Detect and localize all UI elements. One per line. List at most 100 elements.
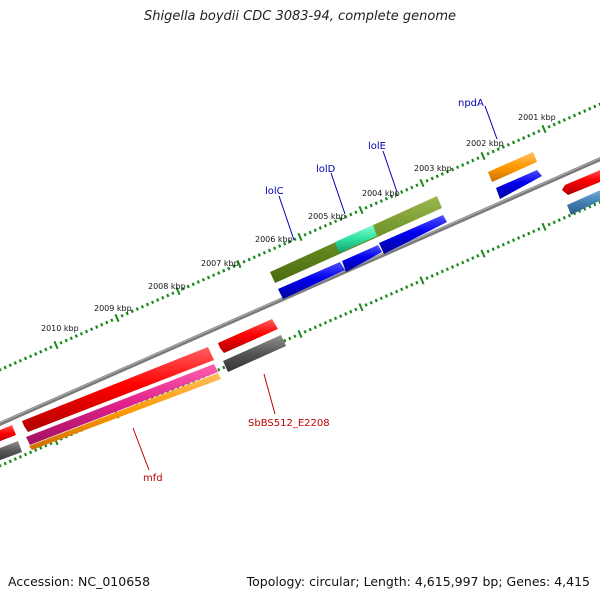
gene-SbBS512_E2208[interactable]: [223, 335, 286, 372]
minor-tick: [537, 129, 541, 134]
minor-tick: [89, 327, 94, 332]
major-tick: [419, 276, 425, 285]
gene-mfd-magenta[interactable]: [26, 364, 218, 445]
minor-tick: [13, 361, 17, 365]
minor-tick: [491, 247, 495, 251]
minor-tick: [593, 202, 597, 207]
minor-tick: [455, 262, 460, 267]
minor-tick: [3, 461, 7, 466]
minor-tick: [410, 283, 414, 287]
minor-tick: [384, 196, 389, 201]
minor-tick: [354, 210, 358, 215]
minor-tick: [308, 327, 312, 332]
minor-tick: [440, 269, 444, 274]
minor-tick: [308, 230, 312, 235]
minor-tick: [425, 178, 429, 183]
minor-tick: [323, 223, 328, 228]
minor-tick: [232, 264, 236, 269]
minor-tick: [552, 220, 556, 225]
minor-tick: [278, 244, 282, 248]
minor-tick: [349, 212, 353, 217]
gene-lolD-aqua[interactable]: [335, 225, 377, 253]
minor-tick: [64, 338, 68, 343]
gene-far-right-red[interactable]: [562, 168, 600, 195]
minor-tick: [405, 187, 409, 192]
gene-label-mfd[interactable]: mfd: [143, 473, 163, 484]
minor-tick: [369, 300, 373, 305]
gene-far-right-steel[interactable]: [567, 188, 600, 215]
minor-tick: [3, 365, 7, 370]
major-tick: [53, 340, 59, 350]
gene-label-SbBS512_E2208[interactable]: SbBS512_E2208: [248, 418, 330, 429]
gene-red-upper-small[interactable]: [218, 319, 278, 353]
tick-label-2009: 2009 kbp: [94, 304, 132, 313]
minor-tick: [34, 448, 38, 452]
minor-tick: [74, 334, 78, 338]
tick-label-2008: 2008 kbp: [148, 282, 186, 291]
gene-npdA-forward[interactable]: [488, 152, 537, 182]
minor-tick: [272, 246, 277, 251]
minor-tick: [28, 450, 33, 455]
minor-tick: [293, 237, 297, 242]
minor-tick: [527, 231, 531, 236]
minor-tick: [8, 363, 12, 368]
minor-tick: [471, 158, 475, 163]
minor-tick: [318, 226, 322, 230]
minor-tick: [8, 459, 12, 464]
accession-text: Accession: NC_010658: [8, 574, 151, 589]
gene-mfd-red[interactable]: [22, 347, 214, 432]
gene-label-lolD[interactable]: lolD: [316, 164, 336, 175]
gene-mfd-orange[interactable]: [29, 373, 221, 450]
genome-title: Shigella boydii CDC 3083-94, complete ge…: [143, 9, 457, 24]
major-tick: [297, 329, 303, 339]
minor-tick: [313, 325, 317, 330]
minor-tick: [501, 145, 505, 149]
minor-tick: [450, 167, 455, 172]
minor-tick: [577, 111, 582, 116]
minor-tick: [79, 331, 84, 336]
gene-lolE-reverse[interactable]: [379, 215, 447, 254]
minor-tick: [354, 307, 358, 312]
minor-tick: [344, 312, 348, 316]
minor-tick: [156, 298, 160, 302]
minor-tick: [84, 329, 89, 334]
gene-label-lolC[interactable]: lolC: [265, 186, 284, 197]
major-tick: [541, 222, 547, 231]
minor-tick: [110, 318, 114, 323]
minor-tick: [588, 106, 592, 111]
minor-tick: [161, 295, 165, 300]
gene-lolD-reverse[interactable]: [342, 245, 382, 272]
minor-tick: [303, 329, 307, 334]
minor-tick: [283, 338, 287, 343]
minor-tick: [171, 291, 175, 296]
minor-tick: [400, 190, 404, 194]
minor-tick: [379, 296, 383, 301]
major-tick: [541, 124, 547, 134]
minor-tick: [23, 356, 28, 361]
gene-leader-lines: [132, 105, 498, 471]
minor-tick: [527, 133, 531, 138]
gene-lolC-reverse[interactable]: [278, 262, 345, 299]
minor-tick: [567, 115, 572, 120]
tick-label-2007: 2007 kbp: [201, 259, 239, 268]
minor-tick: [415, 183, 419, 188]
minor-tick: [201, 277, 206, 282]
minor-tick: [166, 293, 170, 298]
gene-label-lolE[interactable]: lolE: [368, 141, 386, 152]
minor-tick: [445, 169, 450, 174]
minor-tick: [39, 446, 43, 450]
minor-tick: [120, 313, 124, 318]
gene-label-npdA[interactable]: npdA: [458, 98, 484, 109]
minor-tick: [130, 309, 134, 314]
gene-left-edge-red[interactable]: [0, 425, 16, 443]
tick-label-2003: 2003 kbp: [414, 164, 452, 173]
minor-tick: [328, 221, 333, 226]
minor-tick: [100, 322, 104, 327]
minor-tick: [435, 174, 439, 179]
minor-tick: [466, 160, 470, 165]
gene-npdA-reverse[interactable]: [496, 170, 542, 199]
minor-tick: [191, 282, 195, 287]
minor-tick: [288, 336, 292, 341]
major-tick: [358, 205, 364, 215]
gene-left-edge-gray[interactable]: [0, 441, 22, 462]
